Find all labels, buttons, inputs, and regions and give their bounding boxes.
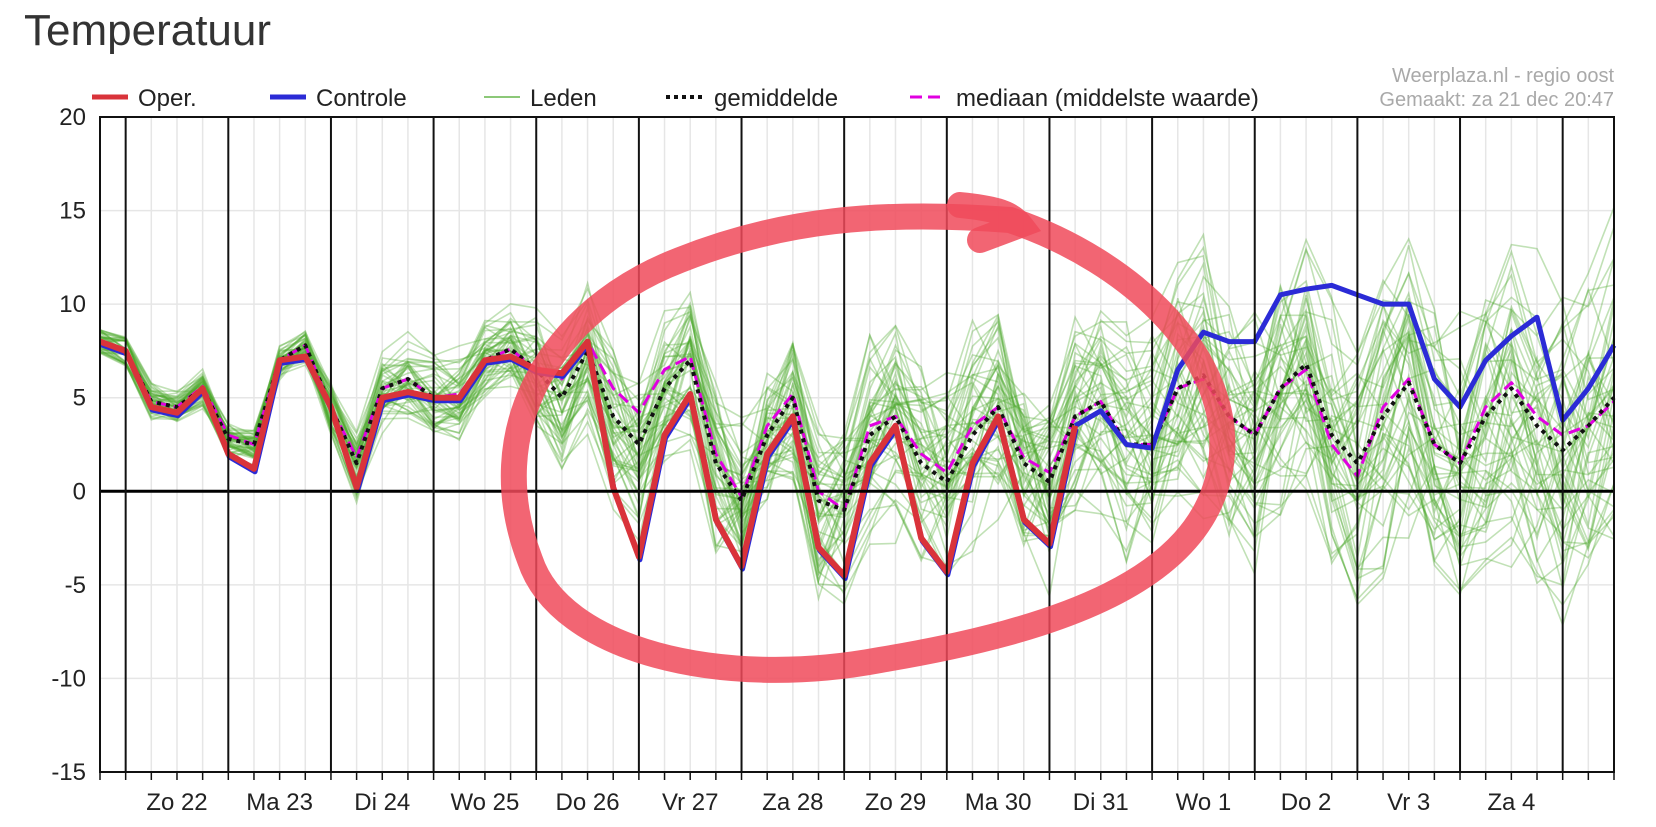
x-tick-label: Wo 1 <box>1176 789 1232 816</box>
leden-member-line <box>99 282 1615 548</box>
leden-member-line <box>99 321 1615 545</box>
leden-member-line <box>99 284 1615 545</box>
leden-member-line <box>99 261 1615 584</box>
red-annotation-circle <box>500 203 1236 683</box>
x-tick-label: Do 2 <box>1281 789 1332 816</box>
legend: Oper. Controle Leden gemiddelde mediaan … <box>92 65 1614 112</box>
y-tick-label: 0 <box>73 478 86 505</box>
legend-label-oper: Oper. <box>138 85 197 112</box>
leden-member-line <box>99 340 1615 566</box>
leden-member-line <box>99 297 1615 577</box>
x-tick-label: Do 26 <box>556 789 620 816</box>
leden-member-line <box>99 237 1615 545</box>
leden-member-line <box>99 290 1615 564</box>
axis-layer: -15 -10 -5 0 5 10 15 20 Zo 22 Ma 23 Di 24 Wo 25 Do 2… <box>51 104 1615 816</box>
y-tick-label: -5 <box>65 572 86 599</box>
leden-member-line <box>99 294 1615 543</box>
source-line-2: Gemaakt: za 21 dec 20:47 <box>1379 89 1614 111</box>
x-tick-label: Vr 27 <box>662 789 718 816</box>
red-annotation-stroke-end <box>947 192 1042 253</box>
series-gemiddelde <box>99 339 1616 512</box>
legend-label-controle: Controle <box>316 85 407 112</box>
y-tick-label: -10 <box>51 665 86 692</box>
leden-member-line <box>99 326 1615 597</box>
y-tick-label: 15 <box>59 198 86 225</box>
x-tick-label: Ma 30 <box>965 789 1032 816</box>
legend-label-mediaan: mediaan (middelste waarde) <box>956 85 1259 112</box>
leden-member-line <box>99 313 1615 584</box>
leden-member-line <box>99 232 1615 591</box>
plot-border <box>99 116 1615 773</box>
legend-label-gemiddelde: gemiddelde <box>714 85 838 112</box>
leden-member-line <box>99 329 1615 600</box>
annotation-layer <box>500 192 1236 683</box>
x-tick-label: Za 28 <box>762 789 823 816</box>
leden-member-line <box>99 271 1615 567</box>
x-tick-label: Ma 23 <box>246 789 313 816</box>
x-tick-label: Zo 29 <box>865 789 926 816</box>
legend-label-leden: Leden <box>530 85 597 112</box>
leden-member-line <box>99 326 1615 580</box>
y-tick-label: 5 <box>73 385 86 412</box>
leden-member-line <box>99 308 1615 628</box>
leden-member-line <box>99 298 1615 593</box>
x-tick-label: Di 31 <box>1073 789 1129 816</box>
series-layer <box>98 282 1617 581</box>
x-tick-label: Vr 3 <box>1387 789 1430 816</box>
y-tick-label: -15 <box>51 759 86 786</box>
leden-member-line <box>99 285 1615 577</box>
series-controle <box>1073 282 1617 451</box>
y-tick-label: 20 <box>59 104 86 131</box>
leden-member-line <box>99 324 1615 528</box>
leden-member-line <box>99 284 1615 607</box>
y-tick-label: 10 <box>59 291 86 318</box>
x-tick-label: Wo 25 <box>450 789 519 816</box>
x-tick-label: Zo 22 <box>146 789 207 816</box>
chart-title: Temperatuur <box>24 6 272 55</box>
series-oper <box>98 338 1079 579</box>
x-tick-label: Za 4 <box>1487 789 1535 816</box>
leden-member-line <box>99 290 1615 529</box>
leden-member-line <box>99 226 1615 525</box>
source-line-1: Weerplaza.nl - regio oost <box>1392 65 1614 87</box>
leden-member-line <box>99 306 1615 570</box>
x-tick-label: Di 24 <box>354 789 410 816</box>
